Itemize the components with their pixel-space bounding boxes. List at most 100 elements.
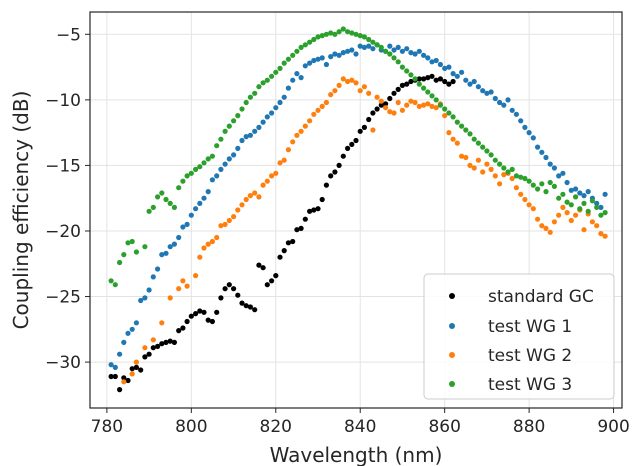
data-point — [125, 240, 131, 246]
data-point — [315, 206, 321, 212]
data-point — [416, 81, 422, 87]
y-tick-label: −25 — [45, 288, 81, 308]
data-point — [184, 318, 190, 325]
data-point — [256, 84, 262, 90]
data-point — [387, 95, 393, 102]
data-point — [247, 94, 253, 100]
data-point — [117, 387, 123, 393]
data-point — [336, 29, 342, 35]
x-tick-label: 900 — [597, 417, 629, 437]
data-point — [361, 124, 367, 130]
data-point — [556, 195, 562, 201]
data-point — [307, 118, 313, 124]
data-point — [235, 113, 241, 119]
data-point — [429, 93, 435, 99]
data-point — [433, 57, 439, 64]
data-point — [218, 295, 224, 301]
data-point — [509, 107, 515, 113]
data-point — [484, 90, 490, 96]
data-point — [488, 152, 494, 158]
data-point — [387, 43, 393, 49]
data-point — [530, 206, 536, 212]
data-point — [433, 97, 439, 103]
data-point — [539, 181, 545, 187]
data-point — [378, 102, 384, 108]
data-point — [298, 75, 304, 81]
data-point — [556, 212, 562, 218]
data-point — [231, 118, 237, 124]
data-point — [150, 337, 156, 343]
data-point — [383, 48, 389, 54]
data-point — [585, 208, 591, 214]
series-3-points — [108, 26, 608, 288]
data-point — [551, 219, 558, 225]
data-point — [437, 76, 443, 82]
data-point — [307, 60, 313, 66]
data-point — [125, 377, 131, 384]
data-point — [142, 244, 148, 250]
data-point — [357, 33, 363, 39]
data-point — [471, 136, 477, 142]
data-point — [273, 105, 279, 111]
data-point — [150, 274, 156, 280]
data-point — [332, 51, 338, 57]
data-point — [345, 145, 351, 151]
y-tick-label: −10 — [45, 91, 81, 111]
data-point — [121, 252, 127, 258]
data-point — [539, 149, 545, 155]
data-point — [446, 130, 452, 136]
data-point — [112, 364, 118, 370]
data-point — [184, 173, 190, 179]
data-point — [404, 81, 410, 87]
data-point — [492, 157, 498, 163]
data-point — [188, 313, 194, 319]
data-point — [281, 94, 287, 100]
data-point — [315, 56, 321, 62]
data-point — [273, 69, 279, 75]
data-point — [497, 99, 503, 106]
data-point — [539, 223, 545, 229]
data-point — [408, 50, 414, 56]
data-point — [492, 173, 498, 179]
data-point — [598, 204, 604, 210]
data-point — [535, 186, 541, 192]
data-point — [176, 328, 182, 334]
data-point — [505, 169, 511, 175]
data-point — [256, 124, 262, 130]
data-point — [594, 200, 600, 206]
data-point — [319, 103, 325, 109]
data-point — [125, 330, 131, 336]
data-point — [513, 173, 520, 179]
data-point — [328, 92, 334, 98]
data-point — [290, 238, 296, 245]
data-point — [277, 65, 283, 71]
data-point — [366, 43, 372, 49]
data-point — [171, 241, 177, 247]
data-point — [357, 88, 363, 94]
data-point — [117, 259, 123, 266]
data-point — [404, 68, 410, 74]
x-tick-label: 780 — [91, 417, 123, 437]
data-point — [260, 80, 266, 86]
data-point — [442, 113, 448, 119]
data-point — [323, 31, 329, 37]
data-point — [336, 82, 342, 88]
data-point — [197, 200, 203, 206]
data-point — [193, 273, 199, 279]
data-point — [243, 99, 249, 106]
x-tick-label: 820 — [260, 417, 292, 437]
data-point — [564, 199, 570, 205]
data-point — [340, 26, 346, 32]
data-point — [332, 31, 338, 37]
data-point — [408, 98, 414, 104]
data-point — [281, 157, 287, 163]
legend-marker-test-wg-2 — [449, 352, 455, 358]
data-point — [121, 339, 127, 345]
data-point — [573, 212, 579, 218]
data-point — [112, 373, 118, 380]
data-point — [163, 196, 169, 203]
series-1-points — [108, 42, 608, 370]
data-point — [146, 351, 152, 357]
data-point — [454, 73, 460, 79]
data-point — [112, 282, 118, 288]
